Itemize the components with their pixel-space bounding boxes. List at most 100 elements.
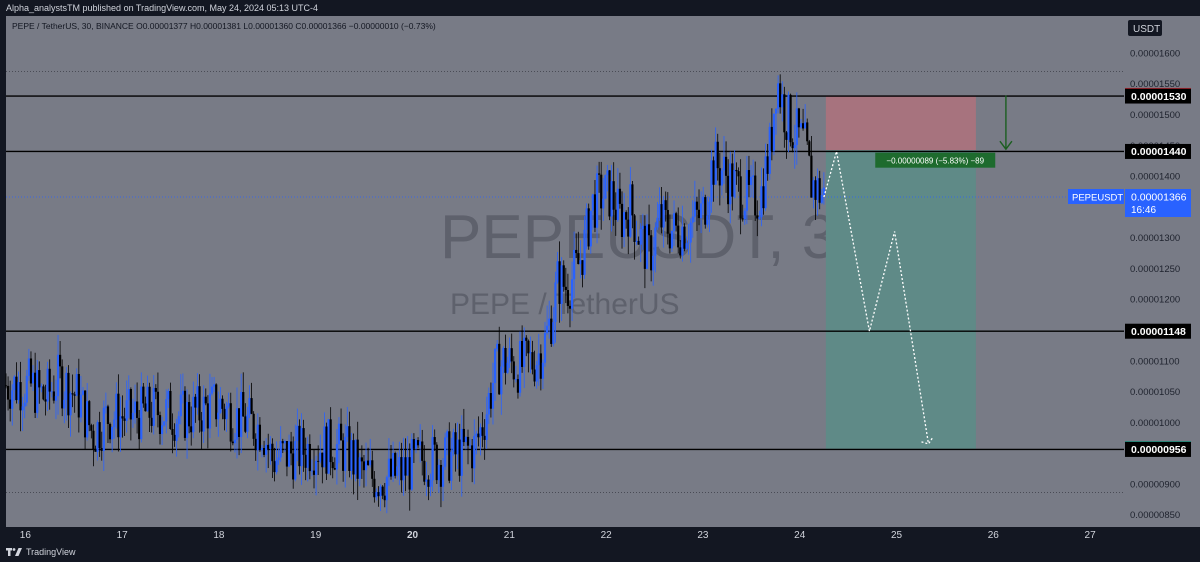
candle-body: [169, 390, 172, 430]
publish-bar: Alpha_analystsTM published on TradingVie…: [0, 0, 1200, 16]
take-profit-zone[interactable]: [825, 150, 976, 449]
candle-body: [325, 426, 328, 474]
candle-body: [683, 226, 686, 249]
candle-body: [235, 408, 239, 440]
candle-body: [17, 382, 20, 401]
candle-body: [758, 217, 761, 219]
candle-body: [552, 322, 555, 344]
candle-body: [473, 435, 476, 469]
projection-path[interactable]: [823, 151, 930, 444]
candle-body: [548, 318, 551, 326]
candle-body: [369, 460, 372, 465]
candle-body: [367, 460, 370, 465]
candle-body: [71, 393, 74, 395]
candle-body: [456, 439, 459, 455]
candle-body: [34, 372, 37, 413]
candle-body: [772, 113, 776, 151]
candle-body: [391, 453, 395, 477]
candle-body: [764, 156, 767, 209]
candle-body: [471, 445, 474, 469]
candle-body: [481, 427, 484, 436]
candle-body: [206, 403, 209, 429]
y-tick-label: 0.00001550: [1130, 79, 1180, 90]
candle-body: [98, 422, 101, 449]
candle-body: [15, 376, 18, 401]
candle-body: [625, 212, 628, 220]
candle-body: [783, 94, 786, 133]
candle-body: [654, 227, 657, 256]
currency-badge[interactable]: [1128, 20, 1162, 36]
candle-body: [292, 453, 295, 480]
candle-body: [516, 379, 520, 393]
y-tick-label: 0.00001300: [1130, 233, 1180, 244]
candle-body: [342, 440, 345, 471]
candle-body: [148, 386, 151, 418]
candle-body: [267, 444, 270, 449]
candle-body: [591, 194, 594, 211]
candle-body: [658, 204, 661, 218]
stop-loss-zone[interactable]: [825, 95, 976, 151]
x-tick-label: 24: [794, 530, 806, 541]
candle-body: [310, 470, 314, 472]
ohlc-legend: PEPE / TetherUS, 30, BINANCE O0.00001377…: [12, 21, 436, 31]
candle-body: [44, 399, 47, 402]
candle-body: [217, 412, 220, 420]
candle-body: [523, 337, 526, 367]
candle-body: [446, 431, 449, 438]
candle-body: [464, 436, 468, 443]
candle-body: [510, 348, 513, 362]
candle-body: [142, 386, 145, 404]
candle-body: [300, 428, 303, 467]
candle-body: [158, 415, 162, 435]
candle-body: [200, 420, 203, 432]
x-tick-label: 18: [213, 530, 225, 541]
candle-body: [645, 224, 649, 269]
candle-body: [344, 436, 347, 471]
candle-body: [319, 452, 322, 462]
candle-body: [337, 423, 341, 445]
candle-body: [752, 175, 755, 177]
candle-body: [500, 366, 503, 395]
candle-body: [564, 286, 567, 291]
candle-body: [48, 368, 51, 392]
candle-body: [498, 343, 501, 395]
candle-body: [225, 406, 228, 420]
x-tick-label: 23: [697, 530, 709, 541]
candle-body: [462, 428, 465, 443]
candle-body: [487, 393, 490, 415]
candle-body: [506, 362, 509, 373]
candle-body: [612, 181, 615, 210]
candle-body: [265, 444, 268, 455]
candle-body: [131, 412, 135, 420]
candle-body: [554, 282, 557, 323]
candle-body: [92, 430, 95, 450]
candle-body: [285, 440, 289, 467]
candle-body: [808, 141, 811, 156]
axis-price-label: 0.00001148: [1131, 326, 1186, 338]
candle-body: [716, 141, 719, 169]
candle-body: [568, 305, 572, 309]
candle-body: [106, 406, 110, 424]
candle-body: [681, 226, 684, 256]
candle-body: [587, 208, 590, 247]
candle-body: [96, 422, 99, 452]
candle-body: [59, 354, 62, 367]
candle-body: [679, 247, 682, 256]
candle-body: [556, 261, 559, 283]
candle-body: [252, 413, 255, 439]
candle-body: [331, 462, 334, 469]
candle-body: [620, 203, 624, 238]
x-tick-label: 19: [310, 530, 322, 541]
candle-body: [760, 186, 763, 218]
candle-body: [766, 156, 769, 174]
candle-body: [435, 444, 438, 481]
price-chart[interactable]: PEPEUSDT, 30 PEPE / TetherUS PEPE / Teth…: [0, 16, 1200, 543]
candle-body: [21, 406, 24, 411]
symbol-label-box: [1068, 189, 1124, 205]
candle-body: [518, 340, 522, 393]
candle-body: [502, 347, 505, 367]
candle-body: [371, 460, 374, 479]
candle-body: [119, 416, 122, 438]
candle-body: [770, 126, 773, 151]
candle-body: [362, 461, 366, 471]
